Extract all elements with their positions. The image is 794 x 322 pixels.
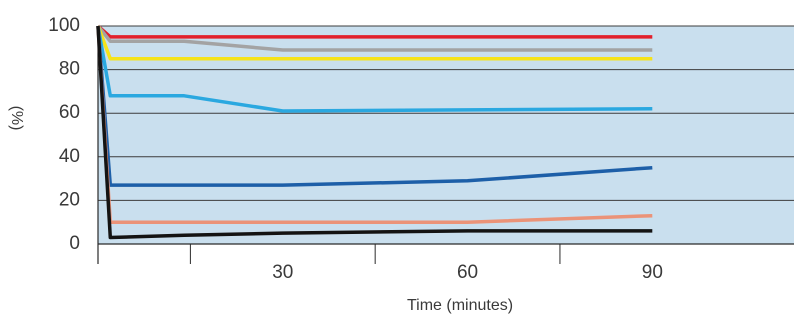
plot-area	[98, 26, 794, 244]
x-tick-label: 60	[457, 262, 478, 283]
y-tick-label: 100	[48, 15, 80, 36]
y-tick-label: 60	[59, 102, 80, 123]
series-line	[96, 25, 653, 240]
y-tick-label: 80	[59, 59, 80, 80]
y-tick-label: 40	[59, 146, 80, 167]
y-tick-label: 20	[59, 189, 80, 210]
x-axis-title: Time (minutes)	[407, 297, 513, 314]
x-tick-label: 30	[272, 262, 293, 283]
series-line	[96, 25, 653, 187]
series-line	[96, 25, 653, 61]
y-axis-title: (%)	[8, 106, 25, 131]
x-tick-label: 90	[642, 262, 663, 283]
series-line	[96, 24, 653, 52]
y-tick-label: 0	[69, 233, 80, 254]
series-line	[96, 25, 653, 113]
